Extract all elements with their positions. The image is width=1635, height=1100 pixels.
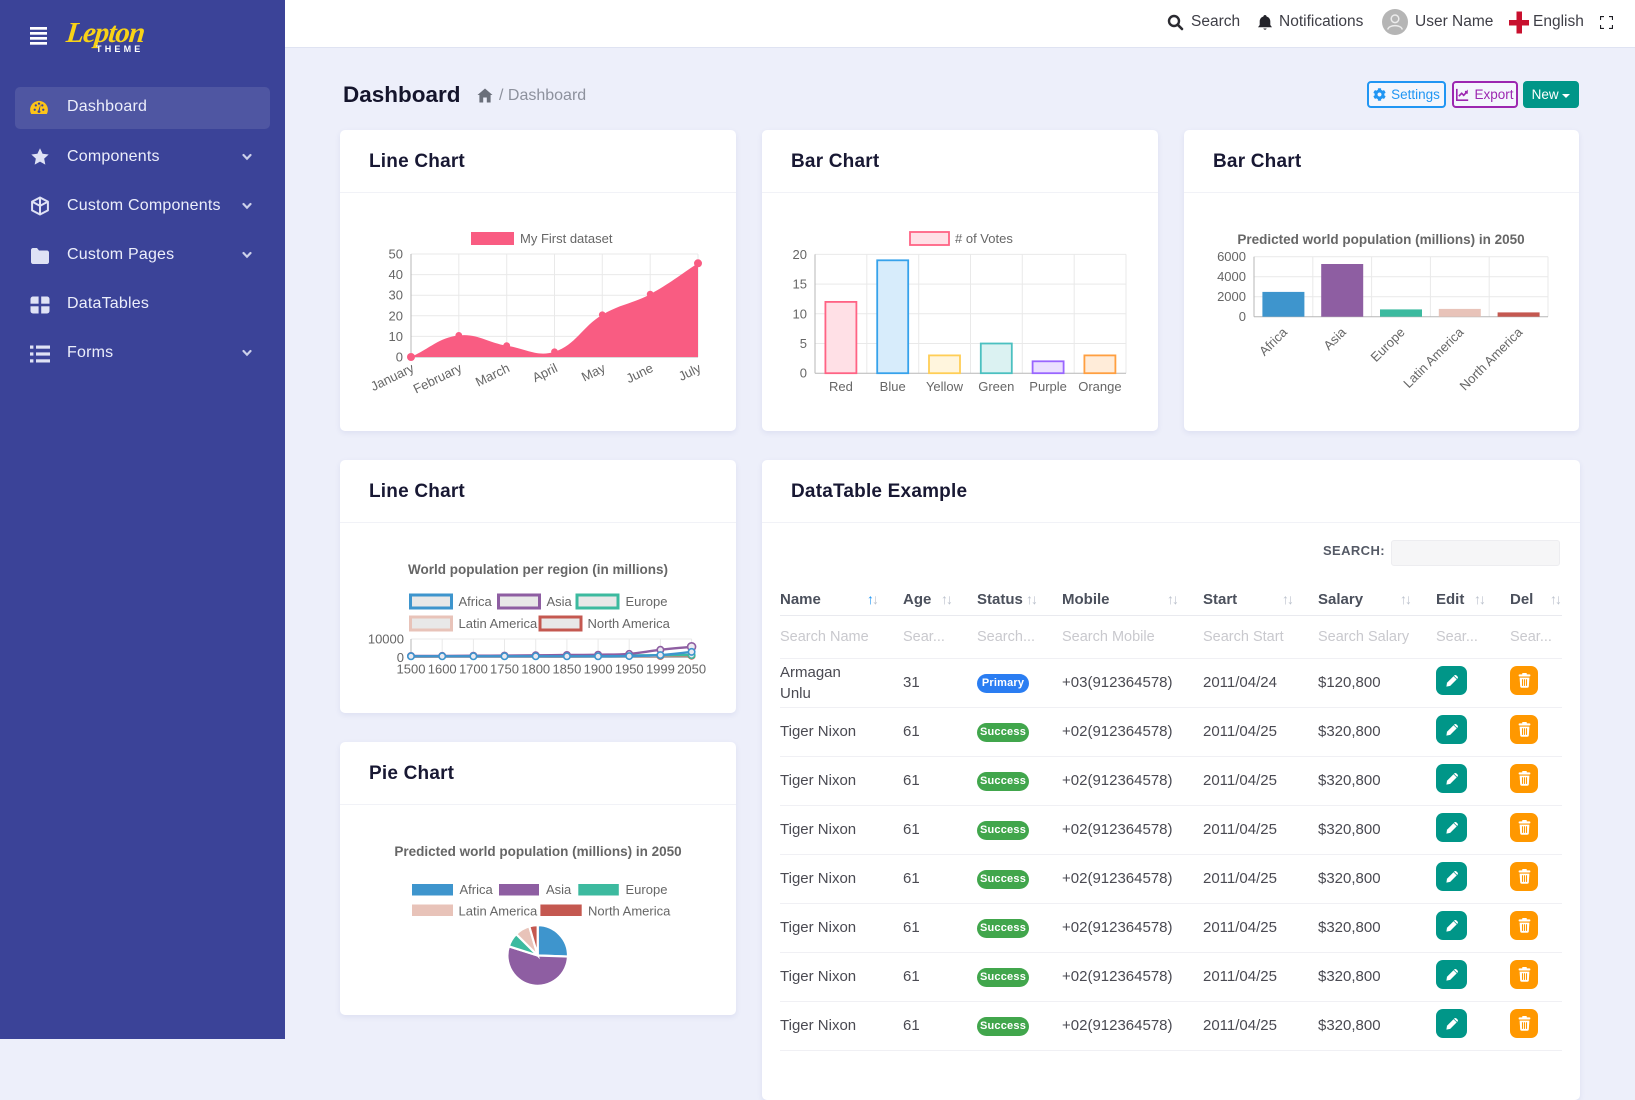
svg-text:Predicted world population (mi: Predicted world population (millions) in… [394, 844, 681, 859]
svg-text:July: July [676, 360, 704, 384]
svg-text:Africa: Africa [1256, 324, 1291, 359]
svg-text:4000: 4000 [1217, 269, 1246, 284]
svg-text:1800: 1800 [521, 662, 550, 677]
svg-text:2000: 2000 [1217, 289, 1246, 304]
svg-text:1950: 1950 [615, 662, 644, 677]
svg-text:40: 40 [389, 267, 403, 282]
svg-text:10000: 10000 [368, 632, 404, 647]
svg-text:1500: 1500 [397, 662, 426, 677]
svg-text:Europe: Europe [626, 882, 668, 897]
svg-text:5: 5 [800, 336, 807, 351]
svg-text:My First dataset: My First dataset [520, 231, 613, 246]
svg-text:20: 20 [793, 247, 807, 262]
svg-text:0: 0 [396, 350, 403, 365]
svg-text:Latin America: Latin America [459, 904, 539, 919]
svg-text:Europe: Europe [1367, 325, 1407, 365]
svg-text:1850: 1850 [552, 662, 581, 677]
svg-text:May: May [579, 360, 608, 384]
svg-text:World population per region (i: World population per region (in millions… [408, 562, 668, 577]
svg-text:0: 0 [397, 650, 404, 665]
svg-text:June: June [624, 360, 656, 386]
svg-text:10: 10 [793, 306, 807, 321]
svg-text:6000: 6000 [1217, 249, 1246, 264]
svg-text:Latin America: Latin America [459, 616, 539, 631]
svg-text:1750: 1750 [490, 662, 519, 677]
svg-text:Red: Red [829, 379, 853, 394]
svg-text:Asia: Asia [547, 594, 573, 609]
svg-text:0: 0 [1239, 309, 1246, 324]
svg-text:January: January [368, 360, 417, 394]
svg-text:0: 0 [800, 366, 807, 381]
svg-text:Purple: Purple [1029, 379, 1067, 394]
svg-text:Blue: Blue [880, 379, 906, 394]
svg-text:February: February [411, 360, 465, 397]
svg-text:Yellow: Yellow [926, 379, 964, 394]
svg-text:North America: North America [588, 616, 671, 631]
svg-text:# of Votes: # of Votes [955, 231, 1013, 246]
svg-text:10: 10 [389, 329, 403, 344]
svg-text:Europe: Europe [626, 594, 668, 609]
svg-text:50: 50 [389, 247, 403, 262]
svg-text:1999: 1999 [646, 662, 675, 677]
svg-text:North America: North America [1456, 324, 1525, 393]
svg-text:Latin America: Latin America [1400, 324, 1467, 391]
svg-text:April: April [530, 360, 560, 385]
svg-text:North America: North America [588, 904, 671, 919]
svg-text:March: March [473, 360, 512, 389]
svg-text:1700: 1700 [459, 662, 488, 677]
svg-text:Green: Green [978, 379, 1014, 394]
svg-text:15: 15 [793, 277, 807, 292]
svg-text:20: 20 [389, 308, 403, 323]
svg-text:Africa: Africa [459, 594, 493, 609]
svg-text:Predicted world population (mi: Predicted world population (millions) in… [1237, 232, 1524, 247]
svg-text:1600: 1600 [428, 662, 457, 677]
svg-text:1900: 1900 [584, 662, 613, 677]
svg-text:Asia: Asia [1320, 324, 1349, 353]
svg-text:Africa: Africa [460, 882, 494, 897]
svg-text:Asia: Asia [546, 882, 572, 897]
svg-text:30: 30 [389, 288, 403, 303]
svg-text:Orange: Orange [1078, 379, 1121, 394]
svg-text:2050: 2050 [677, 662, 706, 677]
